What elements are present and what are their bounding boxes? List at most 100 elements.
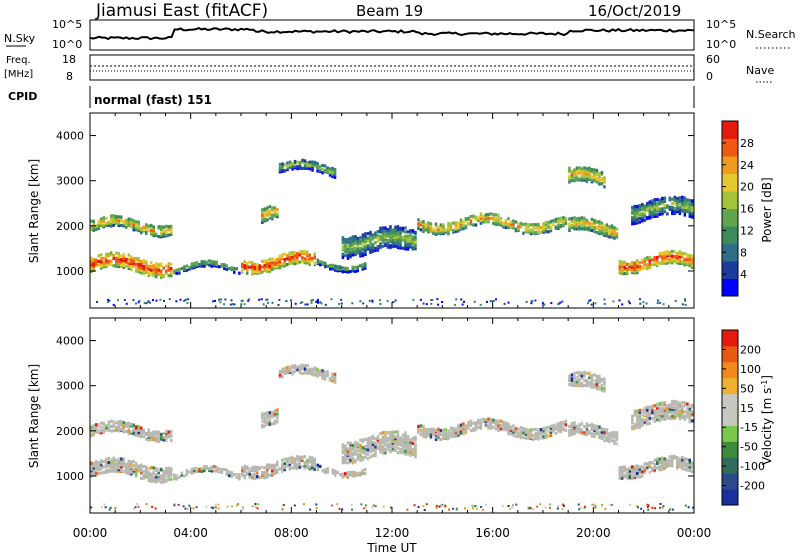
data-cell <box>452 221 455 225</box>
data-cell <box>117 462 120 467</box>
data-cell <box>356 443 360 447</box>
data-cell <box>580 431 584 435</box>
data-cell <box>661 209 664 213</box>
nave-label: Nave <box>746 64 774 77</box>
data-cell <box>676 258 679 262</box>
data-cell <box>349 441 352 445</box>
data-cell <box>638 418 642 422</box>
data-cell <box>100 421 103 425</box>
data-cell <box>328 173 332 177</box>
data-cell <box>286 365 289 370</box>
data-cell <box>276 257 279 261</box>
data-cell <box>329 263 332 268</box>
data-cell <box>424 433 428 437</box>
power-ytick-label: 3000 <box>56 175 84 188</box>
data-cell <box>598 177 601 181</box>
data-cell <box>142 431 145 435</box>
data-cell <box>185 264 189 268</box>
data-cell <box>313 459 316 463</box>
data-cell <box>477 216 480 220</box>
data-cell <box>663 406 667 410</box>
data-cell <box>298 260 301 264</box>
data-cell <box>165 269 168 273</box>
data-cell <box>678 211 682 216</box>
data-cell <box>364 471 367 476</box>
power-ytick-label: 1000 <box>56 265 84 278</box>
data-cell <box>296 458 299 462</box>
data-cell <box>638 264 641 269</box>
data-cell <box>311 460 314 464</box>
data-cell <box>92 468 95 472</box>
data-cell <box>132 261 135 265</box>
data-cell <box>623 268 626 272</box>
data-cell <box>170 274 173 278</box>
data-cell <box>406 451 410 455</box>
data-cell <box>266 259 269 263</box>
data-cell <box>437 430 440 434</box>
data-cell <box>580 176 584 180</box>
data-cell <box>648 462 651 467</box>
data-cell <box>92 470 95 474</box>
data-cell <box>585 371 589 375</box>
data-cell <box>575 216 579 221</box>
data-cell <box>135 433 138 437</box>
data-cell <box>595 424 599 429</box>
data-cell <box>681 465 684 469</box>
data-cell <box>281 375 284 379</box>
data-cell <box>117 466 120 470</box>
data-cell <box>268 267 271 271</box>
noise-cell <box>507 301 510 304</box>
noise-cell <box>621 303 624 306</box>
data-cell <box>658 198 662 202</box>
data-cell <box>140 231 143 235</box>
data-cell <box>681 207 684 211</box>
data-cell <box>344 247 347 251</box>
data-cell <box>618 264 621 268</box>
data-cell <box>479 421 483 425</box>
data-cell <box>663 250 666 255</box>
data-cell <box>474 217 478 222</box>
data-cell <box>688 205 692 209</box>
data-cell <box>623 465 626 469</box>
data-cell <box>180 266 184 271</box>
data-cell <box>631 465 634 469</box>
noise-cell <box>175 300 178 303</box>
data-cell <box>454 434 458 438</box>
data-cell <box>502 225 505 229</box>
data-cell <box>656 258 659 262</box>
data-cell <box>646 411 649 415</box>
data-cell <box>633 210 637 214</box>
noise-cell <box>548 506 551 509</box>
data-cell <box>512 219 515 223</box>
noise-cell <box>592 503 595 506</box>
data-cell <box>344 242 347 246</box>
data-cell <box>278 258 281 262</box>
data-cell <box>122 258 125 262</box>
data-cell <box>492 425 495 429</box>
data-cell <box>225 473 229 477</box>
data-cell <box>668 207 672 211</box>
data-cell <box>311 256 314 260</box>
data-cell <box>137 466 140 470</box>
noise-cell <box>559 301 562 304</box>
data-cell <box>631 268 634 272</box>
data-cell <box>117 215 120 219</box>
data-cell <box>261 218 264 222</box>
data-cell <box>351 237 355 241</box>
noise-cell <box>247 299 250 302</box>
data-cell <box>673 211 677 216</box>
data-cell <box>544 436 548 440</box>
data-cell <box>364 448 367 453</box>
data-cell <box>266 420 269 424</box>
data-cell <box>155 264 158 268</box>
noise-cell <box>338 507 341 510</box>
data-cell <box>238 475 241 479</box>
data-cell <box>494 218 498 222</box>
data-cell <box>203 469 206 473</box>
data-cell <box>125 225 128 229</box>
data-cell <box>583 424 586 429</box>
data-cell <box>157 470 160 474</box>
data-cell <box>489 421 493 425</box>
data-cell <box>673 259 676 263</box>
